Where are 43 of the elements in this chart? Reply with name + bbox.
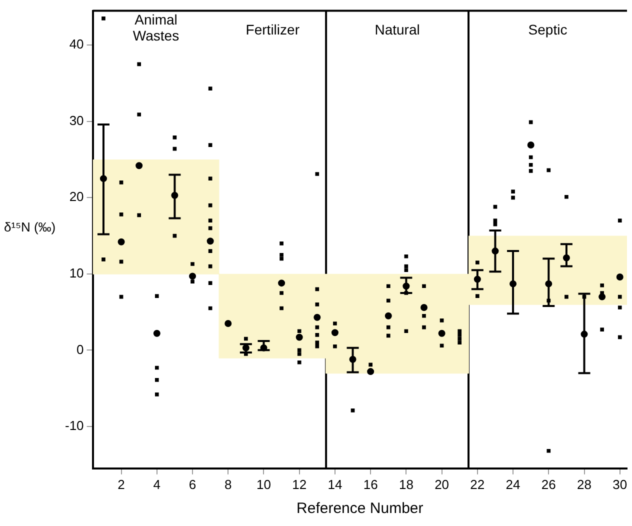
x-tick-label: 18 (398, 476, 414, 492)
x-tick-label: 14 (328, 476, 342, 492)
x-tick-label: 10 (256, 476, 271, 492)
point (278, 280, 286, 287)
x-axis-title: Reference Number (296, 500, 424, 518)
x-tick-label: 12 (292, 476, 307, 492)
x-tick-label: 8 (224, 476, 232, 492)
x-tick-label: 24 (506, 476, 520, 492)
point (314, 314, 321, 321)
x-tick-label: 30 (612, 476, 628, 492)
point (384, 312, 392, 320)
x-tick-label: 2 (118, 476, 125, 492)
point (527, 142, 534, 149)
point (118, 238, 125, 246)
y-axis-title: δ¹⁵N (‰) (4, 220, 56, 235)
annotation: Fertilizer (246, 22, 300, 38)
y-tick-label: 30 (69, 112, 84, 128)
point (296, 334, 303, 341)
y-tick-label: 40 (69, 36, 84, 52)
y-tick-label: 10 (69, 266, 84, 280)
x-tick-label: 22 (470, 476, 485, 492)
point (367, 368, 374, 376)
annotation: Septic (528, 22, 568, 38)
point (616, 273, 624, 280)
y-tick-label: 20 (69, 189, 84, 204)
annotation: Animal Wastes (132, 12, 180, 44)
annotation: Natural (374, 22, 420, 38)
y-tick-label: 0 (76, 342, 84, 357)
point (153, 330, 160, 337)
x-tick-label: 26 (541, 476, 556, 492)
point (331, 329, 338, 336)
point (206, 238, 214, 245)
x-tick-label: 28 (577, 476, 592, 492)
point (189, 272, 196, 280)
x-tick-label: 20 (434, 476, 450, 492)
point (224, 320, 232, 327)
point (420, 304, 428, 311)
x-tick-label: 4 (153, 476, 161, 492)
x-tick-label: 6 (188, 476, 196, 492)
point (438, 330, 446, 337)
y-tick-label: -10 (64, 418, 84, 434)
point (136, 162, 143, 170)
x-tick-label: 16 (363, 476, 378, 492)
